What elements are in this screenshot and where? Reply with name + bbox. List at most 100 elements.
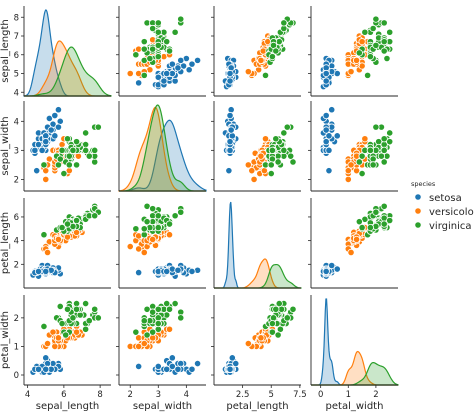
point-setosa: [163, 365, 171, 373]
point-virginica: [380, 47, 388, 55]
point-versicolor: [43, 339, 52, 348]
point-versicolor: [250, 175, 258, 183]
point-virginica: [140, 231, 148, 239]
point-virginica: [154, 319, 162, 328]
point-versicolor: [165, 231, 174, 239]
x-tick-label: 3: [156, 390, 161, 400]
point-virginica: [177, 15, 185, 23]
point-setosa: [34, 267, 43, 276]
point-virginica: [63, 135, 72, 143]
point-virginica: [261, 71, 270, 79]
panel-petal_length-vs-petal_width: [308, 198, 398, 289]
point-setosa: [51, 132, 59, 140]
point-virginica: [40, 231, 48, 239]
y-tick-label: 8: [14, 13, 19, 23]
point-virginica: [40, 322, 48, 331]
panel-sepal_length-vs-sepal_width: [116, 6, 206, 97]
point-setosa: [188, 267, 196, 276]
legend-label-versicolor: versicolor: [429, 207, 474, 218]
point-versicolor: [257, 56, 265, 64]
point-virginica: [154, 41, 162, 49]
legend-marker-virginica: [414, 221, 422, 229]
point-setosa: [322, 267, 330, 276]
y-tick-label: 4: [14, 117, 19, 127]
point-virginica: [163, 38, 171, 46]
point-setosa: [193, 56, 202, 64]
y-tick-label: 0: [14, 371, 19, 381]
point-virginica: [366, 146, 374, 154]
x-axis-label-petal_width: petal_width: [326, 401, 384, 412]
point-virginica: [140, 38, 148, 46]
point-setosa: [325, 167, 333, 175]
point-virginica: [163, 299, 171, 308]
x-axis-label-petal_length: petal_length: [226, 401, 288, 412]
point-virginica: [272, 47, 280, 55]
point-setosa: [38, 146, 46, 154]
panel-sepal_length-vs-petal_length: [211, 6, 301, 97]
point-virginica: [62, 331, 70, 339]
point-virginica: [171, 212, 179, 220]
legend-title: species: [411, 180, 436, 188]
point-virginica: [386, 28, 394, 36]
point-virginica: [364, 71, 372, 79]
point-virginica: [63, 220, 72, 228]
point-virginica: [369, 24, 377, 33]
y-axis-label-sepal_length: sepal_length: [0, 19, 11, 83]
point-virginica: [358, 224, 366, 232]
point-virginica: [386, 216, 394, 225]
point-setosa: [185, 66, 193, 74]
point-virginica: [154, 28, 162, 36]
point-virginica: [91, 146, 99, 154]
point-setosa: [226, 77, 234, 85]
point-virginica: [85, 317, 93, 325]
point-setosa: [135, 362, 143, 371]
point-virginica: [140, 71, 148, 79]
point-versicolor: [126, 69, 134, 78]
point-virginica: [154, 19, 162, 27]
point-virginica: [72, 305, 81, 313]
point-setosa: [42, 365, 50, 373]
point-virginica: [268, 155, 276, 163]
point-versicolor: [244, 339, 252, 348]
point-virginica: [283, 314, 291, 322]
x-tick-label: 0: [318, 390, 323, 400]
point-virginica: [171, 28, 179, 36]
point-virginica: [274, 158, 282, 166]
kde-setosa-sepal_width: [119, 119, 207, 192]
legend-label-setosa: setosa: [429, 193, 462, 204]
point-virginica: [372, 123, 380, 131]
y-tick-label: 7: [14, 32, 19, 42]
point-setosa: [227, 126, 235, 134]
point-virginica: [69, 314, 77, 322]
point-virginica: [355, 49, 363, 57]
point-setosa: [188, 365, 196, 373]
point-versicolor: [352, 235, 361, 244]
point-virginica: [177, 314, 185, 322]
point-virginica: [355, 218, 363, 226]
panel-petal_length-vs-petal_length: [213, 198, 302, 289]
panel-sepal_length-vs-sepal_length: 4 5 6 7 8: [14, 6, 112, 98]
point-setosa: [227, 106, 235, 114]
point-setosa: [33, 167, 41, 175]
point-virginica: [40, 161, 48, 169]
point-versicolor: [261, 135, 270, 143]
point-versicolor: [244, 161, 252, 169]
y-tick-label: 4: [14, 88, 19, 98]
point-versicolor: [358, 38, 366, 46]
point-versicolor: [257, 152, 265, 160]
y-tick-label: 2: [14, 175, 19, 185]
point-setosa: [333, 265, 341, 273]
point-virginica: [283, 123, 291, 131]
point-setosa: [322, 138, 330, 146]
point-virginica: [140, 45, 148, 53]
point-versicolor: [140, 339, 148, 348]
point-versicolor: [244, 68, 252, 76]
point-setosa: [45, 114, 53, 123]
point-setosa: [34, 140, 43, 149]
point-versicolor: [344, 167, 352, 175]
panel-sepal_length-vs-petal_width: [308, 6, 398, 97]
point-setosa: [325, 146, 333, 154]
point-virginica: [149, 45, 157, 53]
